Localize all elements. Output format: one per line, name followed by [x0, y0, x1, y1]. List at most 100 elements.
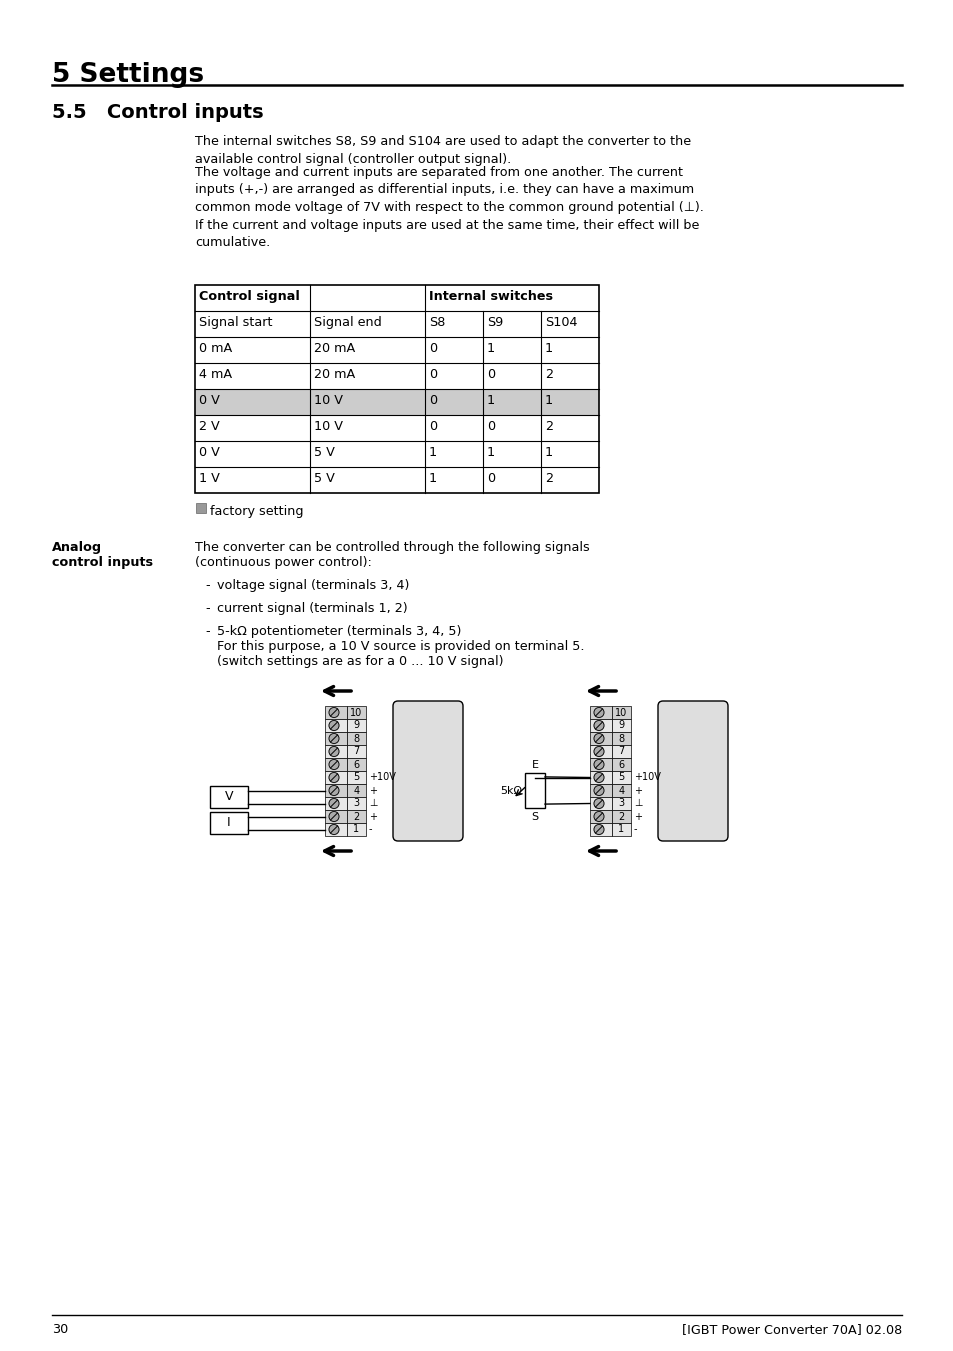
Text: 0 mA: 0 mA — [199, 342, 232, 355]
FancyBboxPatch shape — [393, 701, 462, 842]
Text: 5 Settings: 5 Settings — [52, 62, 204, 88]
Bar — [589, 811, 612, 823]
Text: +: + — [634, 785, 641, 796]
Bar — [347, 707, 366, 719]
Text: I: I — [227, 816, 231, 830]
Text: -: - — [205, 580, 210, 592]
Bar — [347, 784, 366, 797]
Bar — [210, 812, 248, 834]
Text: -: - — [205, 626, 210, 638]
Text: Signal end: Signal end — [314, 316, 381, 330]
Text: 3: 3 — [618, 798, 624, 808]
Text: The internal switches S8, S9 and S104 are used to adapt the converter to the
ava: The internal switches S8, S9 and S104 ar… — [194, 135, 690, 166]
Text: 20 mA: 20 mA — [314, 342, 355, 355]
Bar — [589, 784, 612, 797]
Text: 0: 0 — [486, 420, 495, 434]
Bar — [589, 719, 612, 732]
Text: +10V: +10V — [634, 773, 660, 782]
Text: 4 mA: 4 mA — [199, 367, 232, 381]
Bar — [612, 823, 630, 836]
Text: 3: 3 — [353, 798, 359, 808]
Text: 1: 1 — [618, 824, 624, 835]
Text: 5kΩ: 5kΩ — [499, 785, 521, 796]
Bar — [325, 771, 347, 784]
Bar — [325, 719, 347, 732]
Bar — [194, 389, 598, 415]
FancyBboxPatch shape — [658, 701, 727, 842]
Text: 2: 2 — [544, 367, 553, 381]
Bar — [347, 823, 366, 836]
Circle shape — [329, 812, 338, 821]
Bar — [347, 732, 366, 744]
Text: 1: 1 — [544, 394, 553, 407]
Text: +: + — [369, 785, 376, 796]
Text: 10: 10 — [615, 708, 627, 717]
Text: (continuous power control):: (continuous power control): — [194, 557, 372, 569]
Bar — [589, 758, 612, 771]
Circle shape — [329, 824, 338, 835]
Bar — [612, 707, 630, 719]
Text: 5.5   Control inputs: 5.5 Control inputs — [52, 103, 263, 122]
Text: S8: S8 — [429, 316, 445, 330]
Text: ⊥: ⊥ — [634, 798, 641, 808]
Bar — [589, 771, 612, 784]
Bar — [589, 797, 612, 811]
Circle shape — [329, 734, 338, 743]
Text: 2: 2 — [353, 812, 359, 821]
Text: 7: 7 — [353, 747, 359, 757]
Circle shape — [594, 708, 603, 717]
Text: The voltage and current inputs are separated from one another. The current
input: The voltage and current inputs are separ… — [194, 166, 703, 249]
Circle shape — [594, 824, 603, 835]
Text: 0: 0 — [486, 367, 495, 381]
Bar — [325, 797, 347, 811]
Text: voltage signal (terminals 3, 4): voltage signal (terminals 3, 4) — [216, 580, 409, 592]
Text: 7: 7 — [618, 747, 624, 757]
Bar — [589, 707, 612, 719]
Text: -: - — [634, 824, 637, 835]
Text: 9: 9 — [353, 720, 359, 731]
Bar — [612, 811, 630, 823]
Bar — [325, 732, 347, 744]
Text: The converter can be controlled through the following signals: The converter can be controlled through … — [194, 540, 589, 554]
Text: +10V: +10V — [369, 773, 395, 782]
Bar — [325, 811, 347, 823]
Text: Control signal: Control signal — [199, 290, 299, 303]
Bar — [589, 823, 612, 836]
Text: -: - — [369, 824, 372, 835]
Text: factory setting: factory setting — [210, 505, 303, 517]
Text: 1: 1 — [486, 342, 495, 355]
Bar — [612, 758, 630, 771]
Text: 0: 0 — [429, 342, 436, 355]
Text: ⊥: ⊥ — [369, 798, 377, 808]
Text: 2: 2 — [618, 812, 624, 821]
Text: 4: 4 — [618, 785, 624, 796]
Text: 1: 1 — [429, 446, 436, 459]
Circle shape — [594, 773, 603, 782]
Text: 5 V: 5 V — [314, 446, 335, 459]
Text: Signal start: Signal start — [199, 316, 273, 330]
Circle shape — [329, 708, 338, 717]
Text: S104: S104 — [544, 316, 577, 330]
Text: 5-kΩ potentiometer (terminals 3, 4, 5): 5-kΩ potentiometer (terminals 3, 4, 5) — [216, 626, 461, 638]
Text: 5 V: 5 V — [314, 471, 335, 485]
Bar — [347, 758, 366, 771]
Text: 20 mA: 20 mA — [314, 367, 355, 381]
Bar — [612, 732, 630, 744]
Text: 10 V: 10 V — [314, 394, 343, 407]
Text: 4: 4 — [353, 785, 359, 796]
Text: 0 V: 0 V — [199, 394, 219, 407]
Text: (switch settings are as for a 0 ... 10 V signal): (switch settings are as for a 0 ... 10 V… — [216, 655, 503, 667]
Bar — [347, 744, 366, 758]
Text: 9: 9 — [618, 720, 624, 731]
Text: control inputs: control inputs — [52, 557, 152, 569]
Text: For this purpose, a 10 V source is provided on terminal 5.: For this purpose, a 10 V source is provi… — [216, 640, 584, 653]
Circle shape — [594, 798, 603, 808]
Bar — [347, 719, 366, 732]
Text: 2: 2 — [544, 471, 553, 485]
Bar — [210, 786, 248, 808]
Text: 2 V: 2 V — [199, 420, 219, 434]
Text: 0 V: 0 V — [199, 446, 219, 459]
Text: Analog: Analog — [52, 540, 102, 554]
Circle shape — [594, 812, 603, 821]
Text: 8: 8 — [618, 734, 624, 743]
